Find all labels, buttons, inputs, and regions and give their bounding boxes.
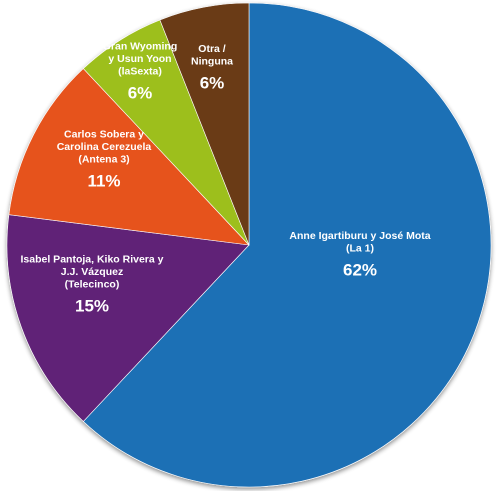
pie-slice-4: [159, 2, 250, 246]
pie-slice-1: [6, 214, 250, 422]
pie-slice-0: [82, 2, 492, 488]
slice-name-label-1-0: Isabel Pantoja, Kiko Rivera y: [21, 254, 164, 266]
slice-name-label-2-1: Carolina Cerezuela: [57, 141, 152, 153]
slice-name-label-4-1: Ninguna: [191, 55, 233, 67]
pie-slice-2: [8, 68, 250, 246]
slice-value-label-1: 15%: [75, 297, 109, 316]
slice-name-label-1-2: (Telecinco): [65, 279, 120, 291]
pie-slices: [6, 2, 492, 488]
slice-name-label-0-1: (La 1): [346, 242, 374, 254]
slice-value-label-4: 6%: [200, 73, 225, 92]
slice-value-label-2: 11%: [87, 172, 120, 191]
slice-value-label-3: 6%: [128, 84, 153, 103]
slice-name-label-2-0: Carlos Sobera y: [64, 129, 144, 141]
slice-name-label-3-0: Gran Wyoming: [103, 41, 177, 53]
slice-name-label-3-1: y Usun Yoon: [108, 53, 171, 65]
pie-labels: Anne Igartiburu y José Mota(La 1) 62% Isab…: [21, 41, 431, 316]
slice-value-label-0: 62%: [343, 260, 377, 279]
slice-name-label-1-1: J.J. Vázquez: [61, 266, 123, 278]
slice-name-label-0-0: Anne Igartiburu y José Mota: [289, 230, 430, 242]
slice-name-label-4-0: Otra /: [198, 43, 226, 55]
slice-name-label-3-2: (laSexta): [118, 66, 162, 78]
slice-name-label-2-2: (Antena 3): [78, 154, 129, 166]
